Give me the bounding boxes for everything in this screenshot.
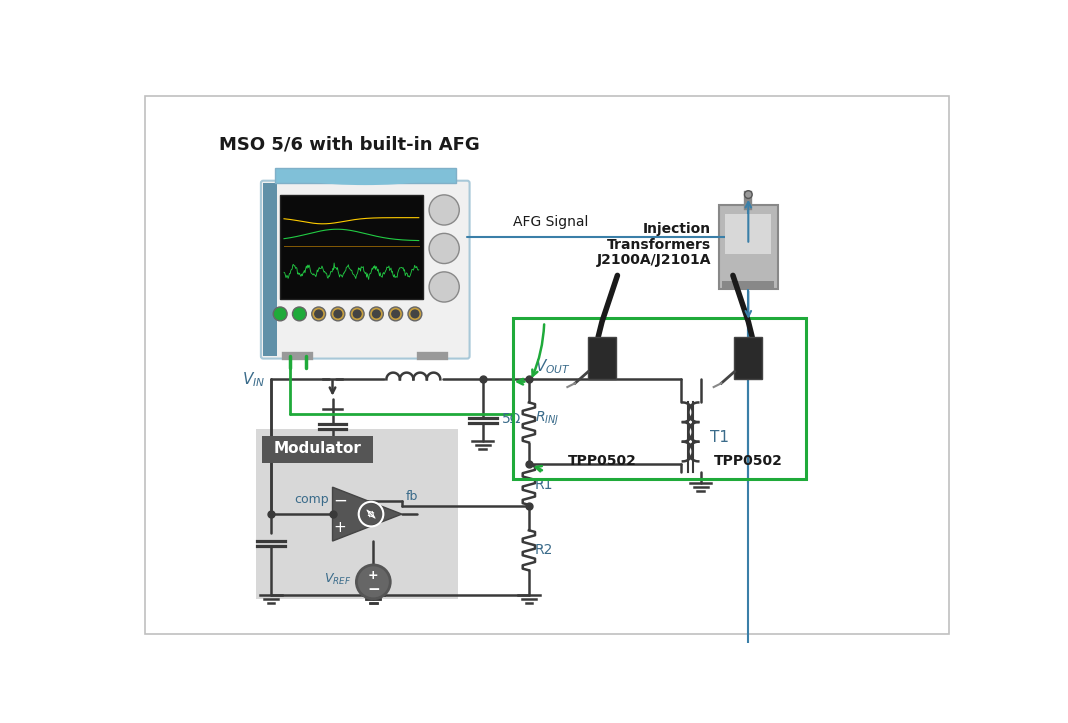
Text: −: −	[333, 492, 347, 510]
Circle shape	[354, 310, 361, 318]
Bar	[263, 183, 277, 356]
Text: +: +	[368, 569, 379, 582]
Polygon shape	[588, 337, 616, 380]
Circle shape	[429, 234, 459, 264]
Circle shape	[429, 195, 459, 225]
Circle shape	[357, 565, 390, 599]
Circle shape	[273, 307, 287, 321]
Bar	[255, 429, 458, 599]
Text: TPP0502: TPP0502	[713, 454, 783, 468]
Polygon shape	[735, 337, 763, 380]
Bar	[280, 194, 423, 299]
Circle shape	[389, 307, 403, 321]
Text: MSO 5/6 with built-in AFG: MSO 5/6 with built-in AFG	[219, 136, 481, 154]
Circle shape	[312, 307, 326, 321]
Bar	[262, 435, 374, 463]
Text: Transformers: Transformers	[608, 238, 711, 252]
Circle shape	[392, 310, 399, 318]
Bar	[725, 214, 771, 254]
Text: $V_{REF}$: $V_{REF}$	[325, 572, 351, 587]
Text: Modulator: Modulator	[273, 441, 361, 456]
Circle shape	[411, 310, 419, 318]
Text: $V_{OUT}$: $V_{OUT}$	[535, 357, 571, 375]
Circle shape	[350, 307, 364, 321]
Text: J2100A/J2101A: J2100A/J2101A	[597, 253, 711, 267]
Text: R1: R1	[535, 478, 553, 492]
Circle shape	[293, 307, 307, 321]
FancyBboxPatch shape	[261, 181, 470, 359]
Circle shape	[429, 272, 459, 302]
Circle shape	[373, 310, 380, 318]
Text: fb: fb	[406, 489, 418, 502]
FancyBboxPatch shape	[719, 205, 778, 288]
Text: T1: T1	[710, 429, 728, 445]
Bar	[514, 318, 806, 479]
Text: comp: comp	[294, 493, 329, 506]
Bar	[722, 281, 774, 288]
Circle shape	[744, 191, 752, 198]
Circle shape	[408, 307, 422, 321]
Circle shape	[315, 310, 323, 318]
Circle shape	[334, 310, 342, 318]
Text: 5Ω: 5Ω	[502, 411, 521, 426]
Text: TPP0502: TPP0502	[567, 454, 637, 468]
Bar	[274, 168, 456, 183]
Text: Injection: Injection	[643, 222, 711, 236]
Text: −: −	[367, 582, 380, 597]
Text: $R_{INJ}$: $R_{INJ}$	[535, 409, 560, 428]
Text: +: +	[334, 520, 347, 535]
Text: AFG Signal: AFG Signal	[514, 215, 588, 229]
Polygon shape	[332, 487, 402, 541]
Circle shape	[370, 307, 383, 321]
Text: R2: R2	[535, 543, 553, 557]
Text: $V_{IN}$: $V_{IN}$	[241, 370, 265, 389]
Circle shape	[331, 307, 345, 321]
